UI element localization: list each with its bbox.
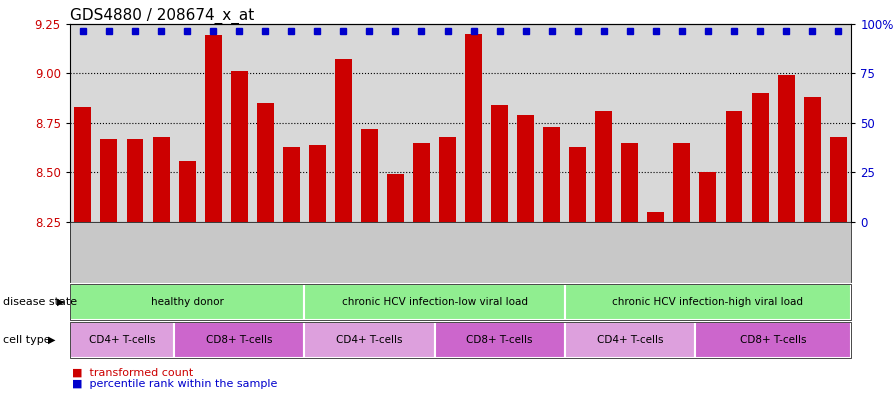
Bar [309, 145, 326, 222]
Text: CD8+ T-cells: CD8+ T-cells [206, 335, 272, 345]
Bar [674, 143, 691, 222]
Bar [100, 139, 117, 222]
Bar [74, 107, 91, 222]
Text: CD8+ T-cells: CD8+ T-cells [740, 335, 806, 345]
Bar [178, 160, 195, 222]
Bar [361, 129, 378, 222]
Bar [465, 33, 482, 222]
Text: disease state: disease state [3, 297, 77, 307]
Text: GDS4880 / 208674_x_at: GDS4880 / 208674_x_at [70, 7, 254, 24]
Bar [778, 75, 795, 222]
Bar [543, 127, 560, 222]
Bar [439, 137, 456, 222]
Text: CD4+ T-cells: CD4+ T-cells [336, 335, 402, 345]
Text: ■  percentile rank within the sample: ■ percentile rank within the sample [72, 379, 277, 389]
Bar [569, 147, 586, 222]
Bar [126, 139, 143, 222]
Bar [621, 143, 638, 222]
Text: ■  transformed count: ■ transformed count [72, 367, 193, 378]
Bar [491, 105, 508, 222]
Text: ▶: ▶ [57, 297, 65, 307]
Text: healthy donor: healthy donor [151, 297, 223, 307]
Text: chronic HCV infection-high viral load: chronic HCV infection-high viral load [613, 297, 804, 307]
Text: CD4+ T-cells: CD4+ T-cells [597, 335, 663, 345]
Text: CD4+ T-cells: CD4+ T-cells [89, 335, 155, 345]
Bar [804, 97, 821, 222]
Bar [413, 143, 430, 222]
Text: CD8+ T-cells: CD8+ T-cells [466, 335, 533, 345]
Bar [152, 137, 169, 222]
Text: chronic HCV infection-low viral load: chronic HCV infection-low viral load [341, 297, 528, 307]
Bar [230, 71, 247, 222]
Bar [726, 111, 743, 222]
Bar [648, 212, 664, 222]
Bar [752, 93, 769, 222]
Text: ▶: ▶ [47, 335, 55, 345]
Bar [387, 174, 404, 222]
Bar [830, 137, 847, 222]
Bar [700, 173, 717, 222]
Bar [204, 35, 221, 222]
Bar [257, 103, 273, 222]
Bar [595, 111, 612, 222]
Text: cell type: cell type [3, 335, 50, 345]
Bar [335, 59, 352, 222]
Bar [517, 115, 534, 222]
Bar [283, 147, 300, 222]
